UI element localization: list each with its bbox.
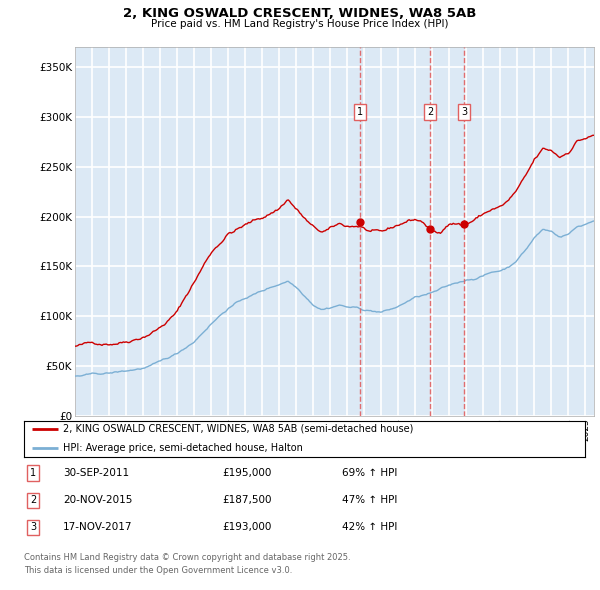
Text: 3: 3 xyxy=(30,523,36,532)
Text: 42% ↑ HPI: 42% ↑ HPI xyxy=(342,523,397,532)
Text: £195,000: £195,000 xyxy=(222,468,271,478)
Text: £187,500: £187,500 xyxy=(222,496,271,505)
Text: 1: 1 xyxy=(357,107,363,117)
Text: £193,000: £193,000 xyxy=(222,523,271,532)
Text: 2, KING OSWALD CRESCENT, WIDNES, WA8 5AB: 2, KING OSWALD CRESCENT, WIDNES, WA8 5AB xyxy=(124,7,476,20)
Text: 69% ↑ HPI: 69% ↑ HPI xyxy=(342,468,397,478)
Text: 2: 2 xyxy=(427,107,433,117)
Text: 17-NOV-2017: 17-NOV-2017 xyxy=(63,523,133,532)
Text: This data is licensed under the Open Government Licence v3.0.: This data is licensed under the Open Gov… xyxy=(24,566,292,575)
Text: Contains HM Land Registry data © Crown copyright and database right 2025.: Contains HM Land Registry data © Crown c… xyxy=(24,553,350,562)
Text: 20-NOV-2015: 20-NOV-2015 xyxy=(63,496,133,505)
Text: 1: 1 xyxy=(30,468,36,478)
Text: Price paid vs. HM Land Registry's House Price Index (HPI): Price paid vs. HM Land Registry's House … xyxy=(151,19,449,29)
Text: 3: 3 xyxy=(461,107,467,117)
Text: 2, KING OSWALD CRESCENT, WIDNES, WA8 5AB (semi-detached house): 2, KING OSWALD CRESCENT, WIDNES, WA8 5AB… xyxy=(63,424,413,434)
Text: 30-SEP-2011: 30-SEP-2011 xyxy=(63,468,129,478)
Text: HPI: Average price, semi-detached house, Halton: HPI: Average price, semi-detached house,… xyxy=(63,443,303,453)
Text: 2: 2 xyxy=(30,496,36,505)
Text: 47% ↑ HPI: 47% ↑ HPI xyxy=(342,496,397,505)
